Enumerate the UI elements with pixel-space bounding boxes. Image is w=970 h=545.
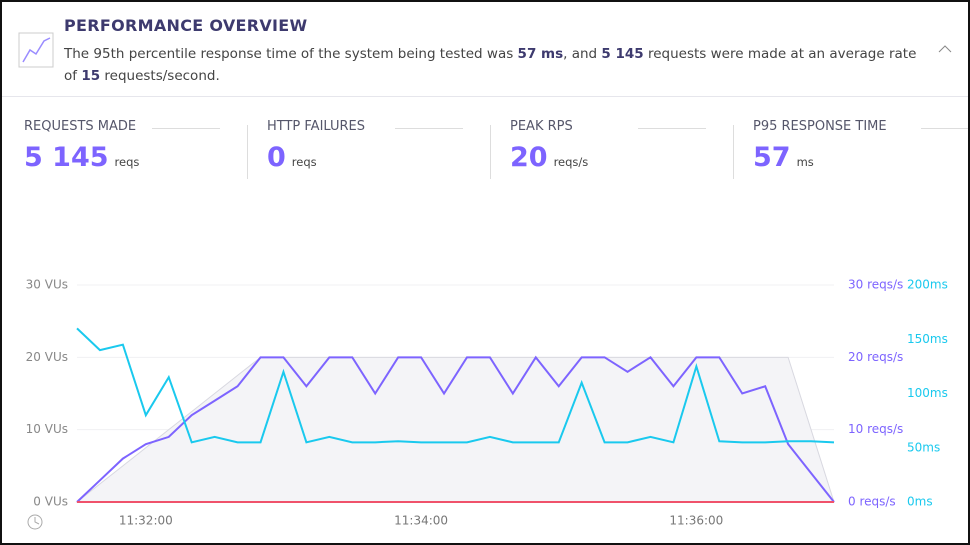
x-tick-label: 11:32:00 (119, 514, 173, 528)
summary-part: 5 145 (601, 46, 644, 62)
y2-tick-label: 20 reqs/s (848, 350, 903, 364)
panel-title: PERFORMANCE OVERVIEW (64, 16, 308, 35)
stat-label: HTTP FAILURES (267, 119, 487, 134)
summary-part: 57 ms (517, 46, 564, 62)
stat-unit: ms (796, 155, 814, 169)
stat-card: PEAK RPS 20 reqs/s (510, 119, 730, 173)
stat-divider (490, 125, 491, 179)
stat-label-text: P95 RESPONSE TIME (753, 119, 887, 134)
y-tick-label: 10 VUs (26, 422, 68, 436)
y2-tick-label: 0 reqs/s (848, 495, 896, 509)
summary-part: The 95th percentile response time of the… (64, 46, 518, 62)
y3-tick-label: 0ms (907, 495, 933, 509)
stat-number: 5 145 (24, 142, 109, 173)
collapse-toggle[interactable] (938, 44, 952, 54)
stat-value: 20 reqs/s (510, 142, 730, 173)
clock-icon (27, 514, 43, 530)
label-rule (395, 128, 463, 129)
stat-label-text: REQUESTS MADE (24, 119, 137, 134)
label-rule (921, 128, 968, 129)
y2-tick-label: 30 reqs/s (848, 278, 903, 292)
stat-label: REQUESTS MADE (24, 119, 244, 134)
y3-tick-label: 50ms (907, 440, 940, 454)
summary-part: 15 (81, 68, 101, 84)
x-tick-label: 11:34:00 (394, 514, 448, 528)
stat-label-text: HTTP FAILURES (267, 119, 366, 134)
stat-unit: reqs/s (553, 155, 589, 169)
x-tick-label: 11:36:00 (669, 514, 723, 528)
vus-area (75, 356, 835, 503)
stat-unit: reqs (291, 155, 317, 169)
summary: The 95th percentile response time of the… (64, 43, 924, 87)
summary-part: requests/second. (100, 68, 220, 84)
stat-number: 20 (510, 142, 548, 173)
y-tick-label: 0 VUs (33, 495, 68, 509)
stat-unit: reqs (114, 155, 140, 169)
y3-tick-label: 100ms (907, 386, 948, 400)
y-tick-label: 20 VUs (26, 350, 68, 364)
stat-label: P95 RESPONSE TIME (753, 119, 968, 134)
stat-value: 5 145 reqs (24, 142, 244, 173)
stat-number: 0 (267, 142, 286, 173)
y3-tick-label: 150ms (907, 332, 948, 346)
stat-card: P95 RESPONSE TIME 57 ms (753, 119, 968, 173)
stat-label-text: PEAK RPS (510, 119, 573, 134)
stat-value: 0 reqs (267, 142, 487, 173)
stat-card: HTTP FAILURES 0 reqs (267, 119, 487, 173)
stat-label: PEAK RPS (510, 119, 730, 134)
divider (2, 96, 968, 97)
stat-value: 57 ms (753, 142, 968, 173)
series-line (76, 355, 835, 503)
label-rule (638, 128, 706, 129)
stat-card: REQUESTS MADE 5 145 reqs (24, 119, 244, 173)
chart-icon (18, 32, 54, 68)
y2-tick-label: 10 reqs/s (848, 422, 903, 436)
stat-number: 57 (753, 142, 791, 173)
y-tick-label: 30 VUs (26, 278, 68, 292)
stat-divider (247, 125, 248, 179)
label-rule (152, 128, 220, 129)
summary-part: , and (563, 46, 602, 62)
stat-divider (733, 125, 734, 179)
series-line (76, 327, 835, 444)
y3-tick-label: 200ms (907, 278, 948, 292)
summary-part: requests were made at an average rate of (64, 46, 917, 84)
